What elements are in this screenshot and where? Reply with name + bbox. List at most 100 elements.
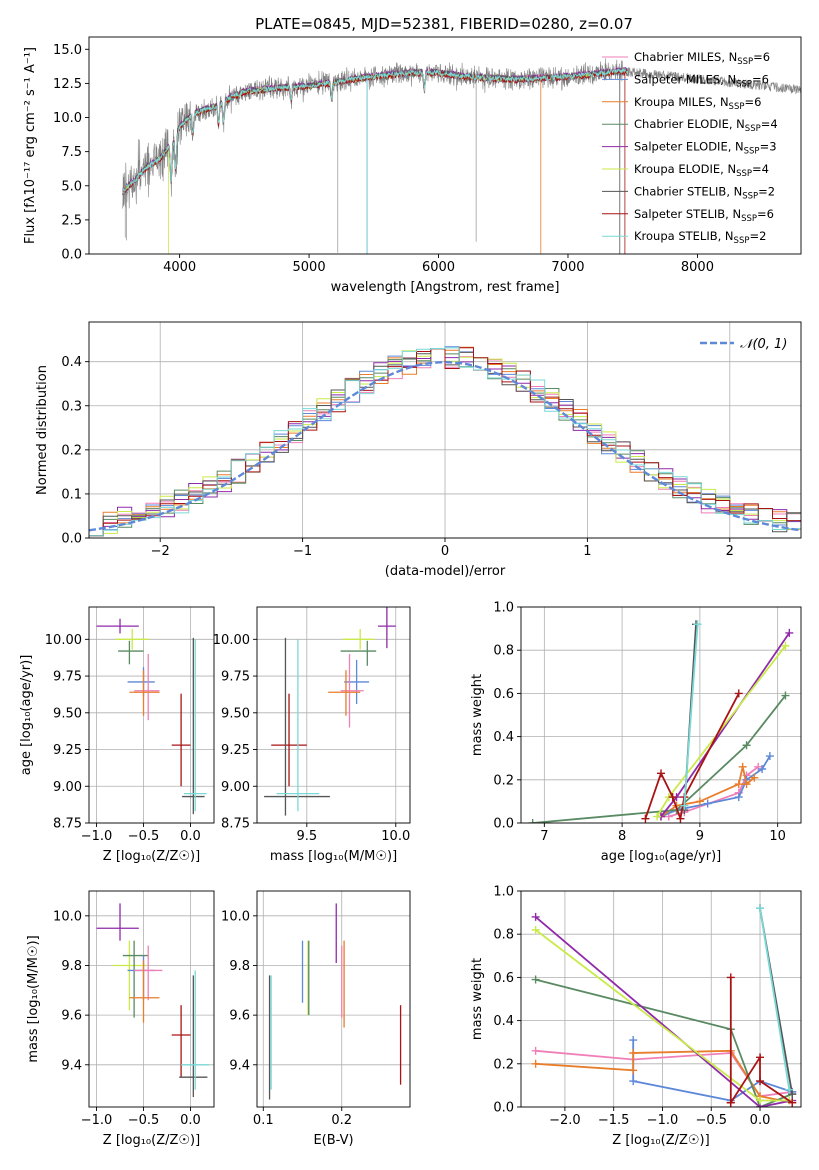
weight-marker (726, 1098, 735, 1107)
y-tick-label: 9.75 (53, 670, 82, 685)
axes-frame (88, 36, 802, 255)
x-tick-label: 0.0 (750, 1113, 771, 1128)
y-tick-label: 0.2 (61, 443, 82, 458)
weight-marker (785, 1085, 794, 1094)
y-tick-label: 7.5 (61, 145, 82, 160)
weight-line (535, 1049, 793, 1104)
y-tick-label: 0.2 (493, 1057, 514, 1072)
y-tick-label: 0.0 (493, 1101, 514, 1116)
axes-frame (520, 606, 802, 824)
y-tick-label: 9.50 (53, 706, 82, 721)
x-tick-label: 7000 (551, 260, 584, 275)
model-spectrum-line (122, 68, 628, 254)
x-tick-label: −1.0 (647, 1113, 679, 1128)
y-tick-label: 9.75 (221, 670, 250, 685)
model-spectrum-line (122, 67, 628, 194)
weight-marker (734, 689, 743, 698)
model-spectrum-line (122, 67, 628, 254)
legend-entry: 𝒩(0, 1) (740, 337, 787, 352)
histogram-step (89, 347, 801, 537)
weight-marker (734, 780, 743, 789)
weight-marker (531, 1046, 540, 1055)
x-axis-label: age [log₁₀(age/yr)] (601, 849, 722, 864)
x-axis-label: Z [log₁₀(Z/Z☉)] (612, 1133, 709, 1148)
x-tick-label: 9 (696, 829, 704, 844)
weight-line (632, 1040, 793, 1102)
x-tick-label: −1.0 (81, 829, 113, 844)
y-tick-label: 9.4 (61, 1058, 82, 1073)
x-tick-label: −0.5 (695, 1113, 727, 1128)
legend-entry: Salpeter MILES, NSSP=6 (634, 72, 769, 89)
legend-entry: Kroupa ELODIE, NSSP=4 (634, 162, 769, 179)
x-tick-label: 0.0 (180, 829, 201, 844)
weight-marker (765, 752, 774, 761)
panel-weight-vs-age: 7 8 9 10 0.0 0.2 0.4 0.6 0.8 1.0 age [log₁₀(age/yr… (470, 601, 802, 864)
model-spectrum-line (122, 68, 628, 254)
x-axis-label: E(B-V) (313, 1133, 353, 1148)
x-tick-label: 4000 (163, 260, 196, 275)
x-tick-label: 9.5 (296, 829, 317, 844)
weight-marker (781, 641, 790, 650)
plot-area (264, 607, 396, 816)
axes-frame (88, 890, 215, 1108)
y-tick-label: 9.4 (229, 1058, 250, 1073)
weight-marker (668, 793, 677, 802)
weight-marker (531, 1059, 540, 1068)
x-tick-label: −1.0 (81, 1113, 113, 1128)
x-tick-label: 6000 (422, 260, 455, 275)
weight-marker (695, 797, 704, 806)
weight-marker (531, 975, 540, 984)
y-tick-label: 9.50 (221, 706, 250, 721)
y-tick-label: 10.00 (45, 633, 82, 648)
model-spectrum-line (122, 67, 628, 254)
y-tick-label: 15.0 (53, 43, 82, 58)
weight-marker (629, 1077, 638, 1086)
panel-spectrum: 4000 5000 6000 7000 8000 0.0 2.5 5.0 7.5 10.0 12.5… (23, 36, 802, 295)
weight-marker (703, 799, 712, 808)
x-tick-label: 0 (441, 544, 449, 559)
weight-marker (756, 904, 765, 913)
weight-marker (742, 741, 751, 750)
weight-line (535, 916, 793, 1107)
weight-marker (785, 628, 794, 637)
weight-marker (726, 973, 735, 982)
observed-spectrum-line (122, 58, 801, 253)
y-tick-label: 0.4 (61, 355, 82, 370)
weight-marker (629, 1066, 638, 1075)
x-tick-label: 1 (583, 544, 591, 559)
plot-area (122, 58, 801, 254)
x-tick-label: 5000 (293, 260, 326, 275)
axes-frame (520, 890, 802, 1108)
x-tick-label: −2.0 (549, 1113, 581, 1128)
weight-marker (742, 780, 751, 789)
x-tick-label: 10.0 (381, 829, 410, 844)
model-spectrum-line (122, 69, 628, 254)
plot-area (96, 903, 210, 1098)
panel-weight-vs-z: −2.0 −1.5 −1.0 −0.5 0.0 0.0 0.2 0.4 0.6 0.8 1.0 Z [… (470, 885, 802, 1148)
weight-line (683, 624, 699, 806)
weight-marker (750, 773, 759, 782)
gaussian-curve (89, 360, 801, 532)
weight-marker (680, 801, 689, 810)
plot-area (89, 346, 801, 537)
histogram-step (89, 347, 801, 537)
model-spectrum-line (122, 68, 628, 195)
panel-mass-vs-ebv: 0.1 0.2 9.4 9.6 9.8 10.0 E(B-V) (221, 890, 411, 1148)
axes-frame (256, 890, 411, 1108)
weight-marker (781, 691, 790, 700)
x-tick-label: 2 (726, 544, 734, 559)
x-tick-label: −0.5 (128, 1113, 160, 1128)
weight-marker (788, 1098, 797, 1107)
y-axis-label: mass weight (470, 674, 485, 756)
weight-line (759, 908, 791, 1090)
y-tick-label: 0.0 (493, 817, 514, 832)
plot-area (268, 903, 402, 1100)
y-tick-label: 1.0 (493, 885, 514, 900)
x-tick-label: 7 (540, 829, 548, 844)
x-tick-label: 10 (769, 829, 786, 844)
legend-entry: Kroupa MILES, NSSP=6 (634, 95, 761, 112)
weight-marker (693, 620, 702, 629)
weight-marker (756, 1077, 765, 1086)
y-axis-label: Flux [fλ10⁻¹⁷ erg cm⁻² s⁻¹ A⁻¹] (23, 47, 38, 244)
